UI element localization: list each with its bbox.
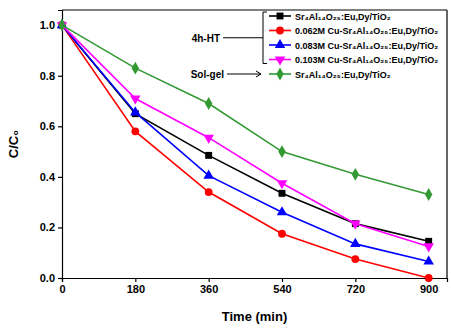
y-tick: 0.8 [40,70,62,82]
y-tick-mark [58,177,62,178]
x-tick: 360 [200,278,218,295]
annotation-bracket [223,12,267,64]
series-marker [277,206,288,215]
x-tick-label: 180 [127,283,145,295]
y-tick-label: 0.8 [40,70,55,82]
series-marker [205,97,212,110]
series-marker [277,180,288,189]
series-marker [279,190,286,197]
series-marker [130,106,141,115]
legend-item: 0.083M Cu-Sr₄Al₁₄O₂₅:Eu,Dy/TiO₂ [269,39,438,51]
legend-item: 0.062M Cu-Sr₄Al₁₄O₂₅:Eu,Dy/TiO₂ [269,26,438,36]
y-tick: 0.2 [40,221,62,233]
y-tick: 0.6 [40,120,62,132]
series-marker [425,188,432,201]
chart: 0 180 360 540 720 900 0.0 0.2 0.4 0.6 0.8 1.0 Sr₄Al₁… [0,0,451,335]
series-marker [423,255,434,264]
annotation-arrow [227,71,261,77]
y-axis-title: C/C₀ [6,130,21,158]
y-tick-mark [58,278,62,279]
x-axis-title: Time (min) [222,309,288,324]
x-tick-label: 900 [420,283,438,295]
y-tick-mark [58,76,62,77]
series-marker [132,62,139,75]
frame-top [62,9,447,10]
y-tick-label: 0.0 [40,272,55,284]
legend-marker [275,39,286,48]
x-tick-label: 540 [273,283,291,295]
legend: Sr₄Al₁₄O₂₅:Eu,Dy/TiO₂ 0.062M Cu-Sr₄Al₁₄O₂… [269,12,438,81]
y-tick-mark [58,227,62,228]
legend-label: 0.103M Cu-Sr₄Al₁₄O₂₅:Eu,Dy/TiO₂ [295,55,438,65]
series-marker [351,255,359,263]
y-axis: 0.0 0.2 0.4 0.6 0.8 1.0 [40,11,63,285]
series-marker [203,170,214,179]
legend-label: 0.062M Cu-Sr₄Al₁₄O₂₅:Eu,Dy/TiO₂ [295,26,438,36]
legend-marker [276,68,283,81]
series-marker [425,274,433,282]
series-marker [423,243,434,252]
x-tick-label: 0 [59,283,65,295]
series-line [62,25,429,194]
x-tick: 540 [273,278,291,295]
y-tick-label: 0.2 [40,221,55,233]
legend-item: Sr₄Al₁₄O₂₅:Eu,Dy/TiO₂ [269,12,391,22]
x-tick: 180 [127,278,145,295]
legend-marker [277,13,284,20]
x-axis: 0 180 360 540 720 900 [59,278,447,295]
legend-label: 0.083M Cu-Sr₄Al₁₄O₂₅:Eu,Dy/TiO₂ [295,41,438,51]
x-tick-label: 360 [200,283,218,295]
series-marker [278,230,286,238]
x-tick-label: 720 [347,283,365,295]
x-tick: 720 [347,278,365,295]
legend-marker [276,27,284,35]
annotation-text: Sol-gel [191,69,225,80]
annotation-text: 4h-HT [192,33,220,44]
legend-marker [275,56,286,65]
series-marker [350,238,361,247]
legend-label: Sr₄Al₁₄O₂₅:Eu,Dy/TiO₂ [295,70,391,80]
y-tick: 0.4 [40,171,62,183]
annotations: 4h-HT Sol-gel [191,12,267,80]
x-tick-mark [209,278,210,282]
y-tick-label: 0.4 [40,171,56,183]
series-marker [352,168,359,181]
legend-item: 0.103M Cu-Sr₄Al₁₄O₂₅:Eu,Dy/TiO₂ [269,55,438,66]
x-tick-mark [282,278,283,282]
y-tick: 0.0 [40,272,62,284]
series-marker [205,188,213,196]
series-marker [278,145,285,158]
x-tick-mark [135,278,136,282]
legend-label: Sr₄Al₁₄O₂₅:Eu,Dy/TiO₂ [295,12,391,22]
frame-right [446,10,447,278]
x-axis-line [63,279,448,283]
y-tick-mark [58,126,62,127]
plot: 0 180 360 540 720 900 0.0 0.2 0.4 0.6 0.8 1.0 Sr₄Al₁… [40,10,448,295]
y-tick-label: 0.6 [40,120,55,132]
legend-item: Sr₄Al₁₄O₂₅:Eu,Dy/TiO₂ [269,68,391,81]
series-marker [350,221,361,230]
series-marker [58,19,65,32]
series-marker [130,95,141,104]
y-axis-line [58,11,63,279]
x-tick: 0 [59,278,65,295]
series-marker [205,152,212,159]
series-marker [203,135,214,144]
y-tick-label: 1.0 [40,19,55,31]
x-tick-mark [355,278,356,282]
series-marker [131,127,139,135]
